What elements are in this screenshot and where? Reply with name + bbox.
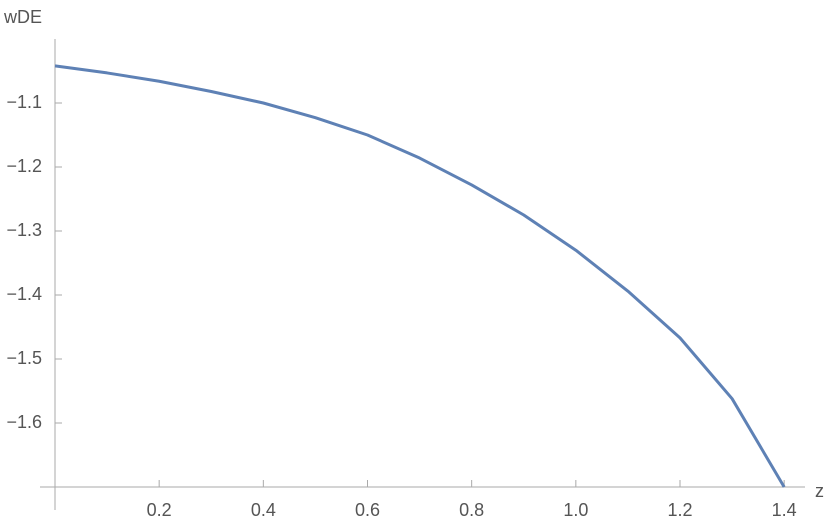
x-tick-label: 0.8 — [459, 500, 484, 520]
y-axis-label: wDE — [3, 7, 42, 27]
x-tick-label: 0.2 — [147, 500, 172, 520]
y-tick-label: −1.5 — [6, 348, 42, 368]
x-tick-label: 1.2 — [667, 500, 692, 520]
y-tick-label: −1.1 — [6, 92, 42, 112]
y-tick-label: −1.3 — [6, 220, 42, 240]
x-tick-label: 0.4 — [251, 500, 276, 520]
y-tick-label: −1.6 — [6, 412, 42, 432]
y-tick-label: −1.2 — [6, 156, 42, 176]
x-tick-label: 0.6 — [355, 500, 380, 520]
line-series — [54, 64, 786, 488]
y-tick-label: −1.4 — [6, 284, 42, 304]
x-axis-label: z — [815, 481, 824, 501]
x-tick-label: 1.0 — [563, 500, 588, 520]
x-tick-label: 1.4 — [772, 500, 797, 520]
